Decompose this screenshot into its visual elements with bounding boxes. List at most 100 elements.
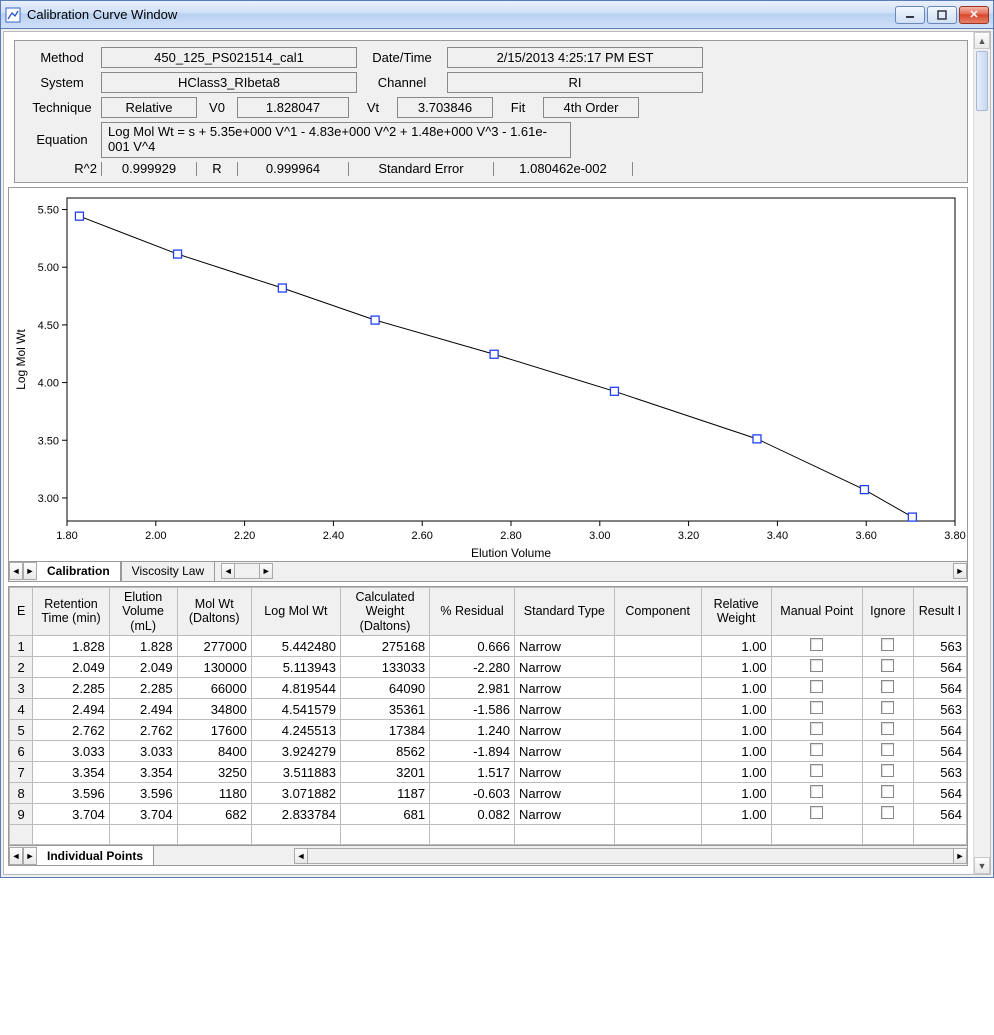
cell-mp[interactable]	[771, 741, 862, 762]
col-mp[interactable]: Manual Point	[771, 587, 862, 635]
col-rw[interactable]: Relative Weight	[701, 587, 771, 635]
manual-point-checkbox[interactable]	[810, 638, 823, 651]
cell-comp	[614, 636, 701, 657]
ignore-checkbox[interactable]	[881, 785, 894, 798]
titlebar[interactable]: Calibration Curve Window ✕	[1, 1, 993, 29]
cell-mw: 277000	[177, 636, 251, 657]
cell-res: -0.603	[430, 783, 515, 804]
col-comp[interactable]: Component	[614, 587, 701, 635]
manual-point-checkbox[interactable]	[810, 764, 823, 777]
cell-ign[interactable]	[862, 636, 913, 657]
svg-text:2.80: 2.80	[500, 530, 521, 542]
manual-point-checkbox[interactable]	[810, 806, 823, 819]
table-row[interactable]: 83.5963.59611803.0718821187-0.603Narrow1…	[10, 783, 967, 804]
cell-ign[interactable]	[862, 720, 913, 741]
cell-lmw: 2.833784	[251, 804, 340, 825]
tab-next-button[interactable]: ►	[23, 562, 37, 580]
cell-ign[interactable]	[862, 678, 913, 699]
ignore-checkbox[interactable]	[881, 701, 894, 714]
col-rownum[interactable]: E	[10, 587, 33, 635]
svg-text:3.80: 3.80	[944, 530, 965, 542]
chart-tabs: ◄ ► Calibration Viscosity Law ◄ ► ►	[8, 562, 968, 582]
col-ign[interactable]: Ignore	[862, 587, 913, 635]
close-button[interactable]: ✕	[959, 6, 989, 24]
cell-ign[interactable]	[862, 762, 913, 783]
cell-mp[interactable]	[771, 720, 862, 741]
ignore-checkbox[interactable]	[881, 764, 894, 777]
hscroll-right-end[interactable]: ►	[953, 563, 967, 579]
tab-prev-button[interactable]: ◄	[9, 847, 23, 865]
cell-ign[interactable]	[862, 699, 913, 720]
table-row[interactable]: 73.3543.35432503.51188332011.517Narrow1.…	[10, 762, 967, 783]
ignore-checkbox[interactable]	[881, 722, 894, 735]
col-cw[interactable]: Calculated Weight (Daltons)	[340, 587, 429, 635]
vertical-scrollbar[interactable]: ▲ ▼	[973, 32, 990, 874]
maximize-button[interactable]	[927, 6, 957, 24]
manual-point-checkbox[interactable]	[810, 701, 823, 714]
table-hscroll-left[interactable]: ◄	[294, 848, 308, 864]
cell-ign[interactable]	[862, 657, 913, 678]
manual-point-checkbox[interactable]	[810, 785, 823, 798]
table-hscroll-right[interactable]: ►	[953, 848, 967, 864]
scroll-up-arrow[interactable]: ▲	[974, 32, 990, 49]
scroll-thumb[interactable]	[976, 51, 988, 111]
cell-mp[interactable]	[771, 762, 862, 783]
cell-cw: 8562	[340, 741, 429, 762]
ignore-checkbox[interactable]	[881, 680, 894, 693]
col-stype[interactable]: Standard Type	[514, 587, 614, 635]
table-row[interactable]: 52.7622.762176004.245513173841.240Narrow…	[10, 720, 967, 741]
tab-calibration[interactable]: Calibration	[37, 562, 121, 581]
table-row[interactable]: 93.7043.7046822.8337846810.082Narrow1.00…	[10, 804, 967, 825]
cell-rt: 2.494	[33, 699, 109, 720]
hscroll-right[interactable]: ►	[259, 563, 273, 579]
minimize-button[interactable]	[895, 6, 925, 24]
cell-ign[interactable]	[862, 741, 913, 762]
cell-stype: Narrow	[514, 741, 614, 762]
manual-point-checkbox[interactable]	[810, 680, 823, 693]
svg-text:4.00: 4.00	[38, 377, 59, 389]
content-pane: ▲ ▼ Method 450_125_PS021514_cal1 Date/Ti…	[3, 31, 991, 875]
col-rt[interactable]: Retention Time (min)	[33, 587, 109, 635]
cell-resid: 563	[913, 699, 966, 720]
manual-point-checkbox[interactable]	[810, 659, 823, 672]
cell-lmw: 4.541579	[251, 699, 340, 720]
table-row[interactable]: 22.0492.0491300005.113943133033-2.280Nar…	[10, 657, 967, 678]
ignore-checkbox[interactable]	[881, 659, 894, 672]
cell-rownum: 1	[10, 636, 33, 657]
cell-lmw: 3.511883	[251, 762, 340, 783]
manual-point-checkbox[interactable]	[810, 722, 823, 735]
tab-prev-button[interactable]: ◄	[9, 562, 23, 580]
cell-mp[interactable]	[771, 636, 862, 657]
cell-cw: 133033	[340, 657, 429, 678]
ignore-checkbox[interactable]	[881, 806, 894, 819]
hscroll-track[interactable]	[235, 563, 259, 579]
table-hscroll-track[interactable]	[308, 848, 953, 864]
col-lmw[interactable]: Log Mol Wt	[251, 587, 340, 635]
tab-individual-points[interactable]: Individual Points	[37, 846, 154, 865]
cell-mp[interactable]	[771, 657, 862, 678]
table-row[interactable]: 11.8281.8282770005.4424802751680.666Narr…	[10, 636, 967, 657]
cell-mp[interactable]	[771, 783, 862, 804]
tab-next-button[interactable]: ►	[23, 847, 37, 865]
method-field: 450_125_PS021514_cal1	[101, 47, 357, 68]
table-row[interactable]: 63.0333.03384003.9242798562-1.894Narrow1…	[10, 741, 967, 762]
tab-viscosity-law[interactable]: Viscosity Law	[121, 562, 215, 581]
col-resid[interactable]: Result I	[913, 587, 966, 635]
ignore-checkbox[interactable]	[881, 638, 894, 651]
tab-label: Viscosity Law	[132, 564, 204, 578]
cell-mp[interactable]	[771, 678, 862, 699]
manual-point-checkbox[interactable]	[810, 743, 823, 756]
ignore-checkbox[interactable]	[881, 743, 894, 756]
table-row[interactable]: 32.2852.285660004.819544640902.981Narrow…	[10, 678, 967, 699]
col-ev[interactable]: Elution Volume (mL)	[109, 587, 177, 635]
info-panel: Method 450_125_PS021514_cal1 Date/Time 2…	[14, 40, 968, 183]
cell-mp[interactable]	[771, 804, 862, 825]
table-row[interactable]: 42.4942.494348004.54157935361-1.586Narro…	[10, 699, 967, 720]
hscroll-left[interactable]: ◄	[221, 563, 235, 579]
cell-ign[interactable]	[862, 783, 913, 804]
scroll-down-arrow[interactable]: ▼	[974, 857, 990, 874]
cell-mp[interactable]	[771, 699, 862, 720]
col-res[interactable]: % Residual	[430, 587, 515, 635]
col-mw[interactable]: Mol Wt (Daltons)	[177, 587, 251, 635]
cell-ign[interactable]	[862, 804, 913, 825]
